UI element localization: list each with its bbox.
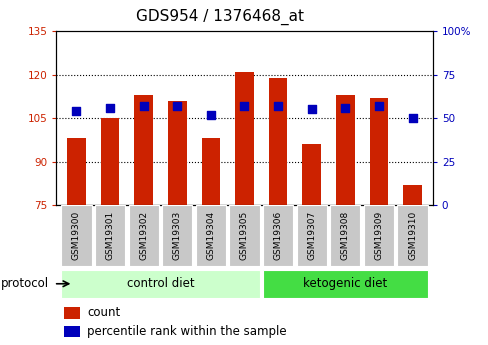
Text: ketogenic diet: ketogenic diet: [303, 277, 386, 290]
Point: [173, 103, 181, 109]
Bar: [63, 326, 80, 337]
Text: control diet: control diet: [126, 277, 194, 290]
Bar: [268, 78, 287, 205]
Text: GSM19301: GSM19301: [105, 211, 114, 260]
Point: [307, 107, 315, 112]
Text: GSM19304: GSM19304: [206, 211, 215, 260]
Bar: [329, 205, 360, 266]
Text: protocol: protocol: [1, 277, 49, 290]
Point: [374, 103, 382, 109]
Bar: [235, 72, 253, 205]
Point: [106, 105, 114, 110]
Bar: [263, 205, 293, 266]
Point: [274, 103, 282, 109]
Bar: [162, 205, 192, 266]
Point: [240, 103, 248, 109]
Text: GSM19309: GSM19309: [374, 211, 383, 260]
Bar: [101, 118, 119, 205]
Point: [408, 115, 416, 121]
Text: GSM19310: GSM19310: [407, 211, 416, 260]
Text: percentile rank within the sample: percentile rank within the sample: [87, 325, 286, 338]
Text: GDS954 / 1376468_at: GDS954 / 1376468_at: [136, 9, 304, 25]
Text: GSM19300: GSM19300: [72, 211, 81, 260]
Text: count: count: [87, 306, 120, 319]
Bar: [168, 101, 186, 205]
Text: GSM19308: GSM19308: [340, 211, 349, 260]
Bar: [134, 95, 153, 205]
Text: GSM19302: GSM19302: [139, 211, 148, 260]
Bar: [201, 138, 220, 205]
Bar: [128, 205, 159, 266]
Bar: [61, 205, 91, 266]
Bar: [63, 307, 80, 318]
Bar: [195, 205, 225, 266]
Text: GSM19303: GSM19303: [172, 211, 182, 260]
Bar: [263, 270, 427, 298]
Bar: [296, 205, 326, 266]
Point: [206, 112, 214, 117]
Bar: [95, 205, 125, 266]
Bar: [363, 205, 393, 266]
Point: [341, 105, 348, 110]
Bar: [369, 98, 387, 205]
Bar: [302, 144, 320, 205]
Bar: [67, 138, 85, 205]
Bar: [229, 205, 259, 266]
Text: GSM19306: GSM19306: [273, 211, 282, 260]
Bar: [61, 270, 259, 298]
Bar: [397, 205, 427, 266]
Bar: [335, 95, 354, 205]
Point: [140, 103, 147, 109]
Text: GSM19305: GSM19305: [240, 211, 248, 260]
Text: GSM19307: GSM19307: [306, 211, 316, 260]
Bar: [403, 185, 421, 205]
Point: [72, 108, 80, 114]
